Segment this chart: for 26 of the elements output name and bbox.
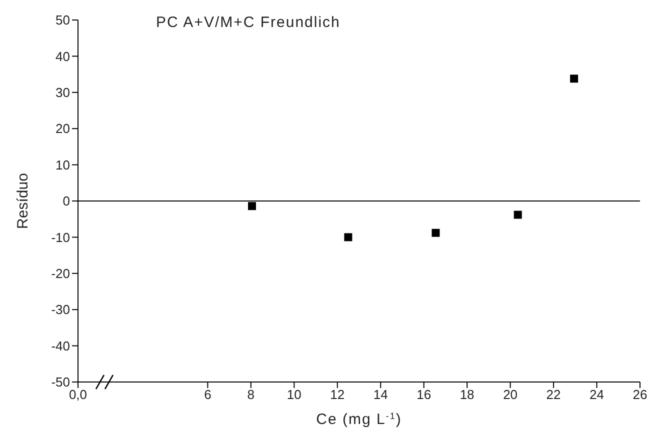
chart-title: PC A+V/M+C Freundlich (156, 14, 340, 31)
y-tick-label: -20 (51, 266, 70, 282)
x-tick-label: 20 (503, 387, 518, 402)
y-tick-label: 0 (62, 194, 70, 209)
x-tick-label: 10 (286, 387, 302, 402)
x-tick-label: 24 (590, 387, 604, 402)
x-tick-label: 8 (247, 387, 255, 402)
y-tick-label: 50 (56, 12, 70, 28)
x-tick-label: 16 (416, 387, 432, 402)
y-tick-label: -10 (51, 230, 70, 245)
y-tick-label: 30 (56, 85, 70, 100)
y-tick-label: 40 (56, 48, 70, 64)
y-tick-label: -50 (51, 374, 70, 390)
y-axis-title: Resíduo (14, 173, 32, 229)
x-tick-label: 0,0 (68, 387, 88, 402)
x-tick-label: 14 (373, 387, 388, 402)
x-tick-label: 12 (330, 387, 345, 402)
y-tick-label: 20 (56, 121, 70, 136)
y-tick-label: -40 (51, 338, 70, 354)
x-tick-label: 26 (632, 387, 648, 402)
x-tick-label: 18 (460, 387, 474, 402)
y-tick-label: 10 (56, 157, 70, 172)
x-tick-label: 6 (204, 387, 212, 402)
x-tick-label: 22 (546, 387, 561, 402)
y-tick-label: -30 (51, 302, 70, 318)
x-axis-title: Ce (mg L$^{-1}$) (316, 411, 402, 428)
